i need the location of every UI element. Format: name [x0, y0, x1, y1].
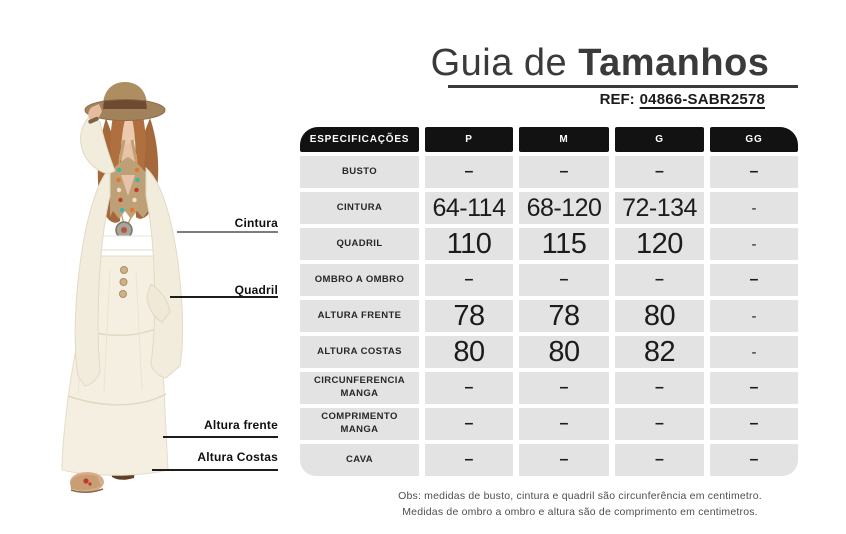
size-value: 120	[615, 228, 704, 260]
column-header-gg: GG	[710, 127, 798, 152]
ref-code: REF: 04866-SABR2578	[600, 91, 765, 108]
row-label: ALTURA COSTAS	[300, 336, 419, 368]
page-title: Guia de Tamanhos	[420, 44, 780, 82]
ref-value: 04866-SABR2578	[639, 91, 765, 108]
footnote-line-2: Medidas de ombro a ombro e altura são de…	[402, 505, 758, 518]
figure-line-quadril	[170, 296, 278, 298]
model-photo	[61, 82, 184, 493]
size-value: 64-114	[425, 192, 513, 224]
size-value: –	[519, 408, 609, 440]
column-header-m: M	[519, 127, 609, 152]
size-value: –	[615, 264, 704, 296]
figure-label-cintura: Cintura	[234, 216, 278, 230]
size-value: –	[425, 408, 513, 440]
figure-label-altura-costas: Altura Costas	[197, 450, 278, 464]
size-value: 80	[519, 336, 609, 368]
size-value: –	[519, 156, 609, 188]
size-value: -	[710, 192, 798, 224]
figure-line-altura-frente	[163, 436, 278, 438]
row-label: CINTURA	[300, 192, 419, 224]
size-value: 80	[425, 336, 513, 368]
size-value: 115	[519, 228, 609, 260]
size-value: –	[710, 408, 798, 440]
size-value: -	[710, 300, 798, 332]
title-underline	[448, 85, 798, 88]
footnote-line-1: Obs: medidas de busto, cintura e quadril…	[398, 490, 762, 502]
page-title-bold: Tamanhos	[578, 42, 770, 84]
size-value: 78	[425, 300, 513, 332]
size-value: –	[710, 444, 798, 476]
size-value: 110	[425, 228, 513, 260]
size-value: –	[425, 264, 513, 296]
column-header-p: P	[425, 127, 513, 152]
size-value: -	[710, 228, 798, 260]
size-value: –	[519, 372, 609, 404]
size-value: 72-134	[615, 192, 704, 224]
size-value: –	[615, 444, 704, 476]
figure-line-cintura	[177, 231, 278, 233]
size-value: 80	[615, 300, 704, 332]
size-value: –	[425, 372, 513, 404]
row-label: QUADRIL	[300, 228, 419, 260]
size-value: –	[425, 444, 513, 476]
row-label: OMBRO A OMBRO	[300, 264, 419, 296]
row-label: CAVA	[300, 444, 419, 476]
figure-label-quadril: Quadril	[234, 283, 278, 297]
size-table: ESPECIFICAÇÕES P M G GG BUSTO – – – – CINTURA 64-11…	[300, 127, 798, 476]
size-value: 78	[519, 300, 609, 332]
size-value: –	[425, 156, 513, 188]
size-value: –	[615, 372, 704, 404]
row-label: ALTURA FRENTE	[300, 300, 419, 332]
size-value: –	[615, 156, 704, 188]
footnote: Obs: medidas de busto, cintura e quadril…	[350, 489, 810, 521]
size-value: 68-120	[519, 192, 609, 224]
size-value: –	[519, 444, 609, 476]
size-value: –	[710, 156, 798, 188]
column-header-especificacoes: ESPECIFICAÇÕES	[300, 127, 419, 152]
size-value: –	[710, 372, 798, 404]
size-value: –	[615, 408, 704, 440]
page-title-regular: Guia de	[430, 42, 579, 84]
figure-line-altura-costas	[152, 469, 278, 471]
size-value: 82	[615, 336, 704, 368]
row-label: CIRCUNFERENCIA MANGA	[300, 372, 419, 404]
figure-label-altura-frente: Altura frente	[204, 418, 278, 432]
size-value: -	[710, 336, 798, 368]
size-value: –	[519, 264, 609, 296]
ref-label: REF:	[599, 91, 635, 108]
size-value: –	[710, 264, 798, 296]
column-header-g: G	[615, 127, 704, 152]
row-label: COMPRIMENTO MANGA	[300, 408, 419, 440]
row-label: BUSTO	[300, 156, 419, 188]
